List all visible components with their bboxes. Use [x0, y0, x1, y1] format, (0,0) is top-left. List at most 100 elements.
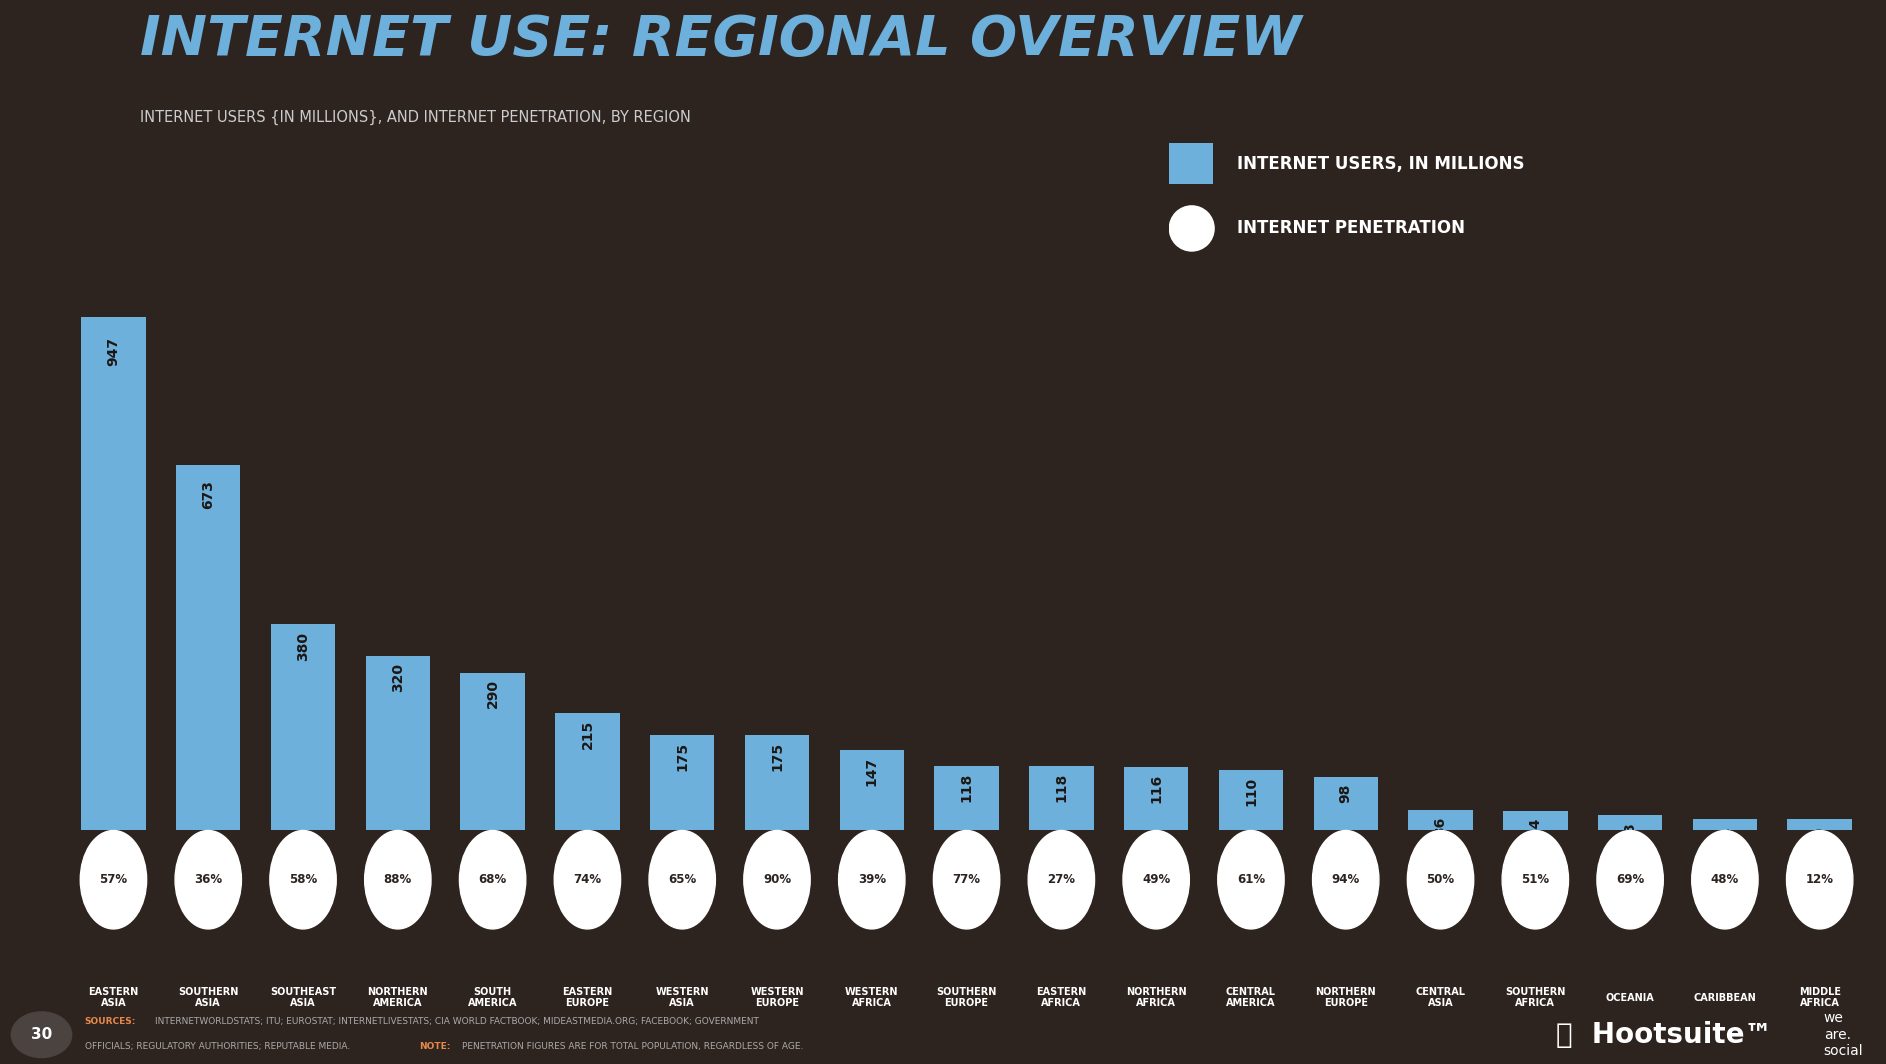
Ellipse shape — [1501, 831, 1569, 929]
Ellipse shape — [554, 831, 620, 929]
Text: EASTERN
EUROPE: EASTERN EUROPE — [562, 987, 613, 1009]
Text: 673: 673 — [202, 480, 215, 509]
Text: 65%: 65% — [668, 874, 696, 886]
Bar — [1169, 143, 1213, 184]
Text: 36: 36 — [1433, 817, 1448, 836]
Bar — [1313, 777, 1379, 830]
Bar — [1409, 811, 1473, 830]
Text: JAN
2018: JAN 2018 — [11, 39, 111, 104]
Text: EASTERN
ASIA: EASTERN ASIA — [89, 987, 138, 1009]
Text: 380: 380 — [296, 632, 309, 661]
Bar — [1218, 770, 1282, 830]
Bar — [1597, 815, 1662, 830]
Text: 175: 175 — [675, 742, 688, 770]
Text: NORTHERN
AMERICA: NORTHERN AMERICA — [368, 987, 428, 1009]
Ellipse shape — [743, 831, 811, 929]
Text: 61%: 61% — [1237, 874, 1266, 886]
Text: 20: 20 — [1812, 826, 1828, 845]
Text: EASTERN
AFRICA: EASTERN AFRICA — [1035, 987, 1086, 1009]
Bar — [745, 735, 809, 830]
Ellipse shape — [364, 831, 432, 929]
Text: INTERNET USERS, IN MILLIONS: INTERNET USERS, IN MILLIONS — [1237, 154, 1524, 172]
Text: 320: 320 — [390, 663, 405, 693]
Text: SOUTH
AMERICA: SOUTH AMERICA — [468, 987, 517, 1009]
Bar — [839, 750, 903, 830]
Text: NOTE:: NOTE: — [419, 1042, 451, 1051]
Text: PENETRATION FIGURES ARE FOR TOTAL POPULATION, REGARDLESS OF AGE.: PENETRATION FIGURES ARE FOR TOTAL POPULA… — [462, 1042, 803, 1051]
Bar — [1030, 766, 1094, 830]
Bar — [1124, 767, 1188, 830]
Text: 118: 118 — [960, 772, 973, 801]
Ellipse shape — [81, 831, 147, 929]
Text: 118: 118 — [1054, 772, 1067, 801]
Text: 90%: 90% — [764, 874, 790, 886]
Text: 12%: 12% — [1805, 874, 1833, 886]
Text: 48%: 48% — [1711, 874, 1739, 886]
Text: OFFICIALS; REGULATORY AUTHORITIES; REPUTABLE MEDIA.: OFFICIALS; REGULATORY AUTHORITIES; REPUT… — [85, 1042, 356, 1051]
Text: 27%: 27% — [1047, 874, 1075, 886]
Bar — [460, 672, 524, 830]
Text: are.: are. — [1824, 1028, 1850, 1042]
Text: 🦉  Hootsuite™: 🦉 Hootsuite™ — [1556, 1020, 1773, 1049]
Bar — [934, 766, 1000, 830]
Text: 30: 30 — [30, 1027, 53, 1043]
Text: 175: 175 — [769, 742, 785, 770]
Bar — [81, 316, 145, 830]
Bar — [1503, 812, 1567, 830]
Bar — [651, 735, 715, 830]
Ellipse shape — [934, 831, 1000, 929]
Text: we: we — [1824, 1012, 1845, 1026]
Text: 77%: 77% — [952, 874, 981, 886]
Text: INTERNETWORLDSTATS; ITU; EUROSTAT; INTERNETLIVESTATS; CIA WORLD FACTBOOK; MIDEAS: INTERNETWORLDSTATS; ITU; EUROSTAT; INTER… — [155, 1017, 758, 1027]
Text: 51%: 51% — [1522, 874, 1550, 886]
Text: SOURCES:: SOURCES: — [85, 1017, 136, 1027]
Text: 39%: 39% — [858, 874, 886, 886]
Text: 34: 34 — [1528, 818, 1543, 837]
Text: SOUTHERN
AFRICA: SOUTHERN AFRICA — [1505, 987, 1565, 1009]
Bar — [272, 624, 336, 830]
Ellipse shape — [649, 831, 715, 929]
Text: social: social — [1824, 1044, 1863, 1058]
Text: CENTRAL
AMERICA: CENTRAL AMERICA — [1226, 987, 1277, 1009]
Text: CENTRAL
ASIA: CENTRAL ASIA — [1416, 987, 1465, 1009]
Bar — [366, 656, 430, 830]
Text: 49%: 49% — [1143, 874, 1171, 886]
Ellipse shape — [1597, 831, 1663, 929]
Text: 57%: 57% — [100, 874, 128, 886]
Bar — [175, 465, 241, 830]
Bar — [1788, 819, 1852, 830]
Ellipse shape — [1786, 831, 1852, 929]
Text: 94%: 94% — [1332, 874, 1360, 886]
Text: WESTERN
EUROPE: WESTERN EUROPE — [751, 987, 803, 1009]
Ellipse shape — [175, 831, 241, 929]
Text: 110: 110 — [1245, 777, 1258, 805]
Text: 68%: 68% — [479, 874, 507, 886]
Ellipse shape — [1122, 831, 1190, 929]
Ellipse shape — [11, 1012, 72, 1058]
Text: 947: 947 — [106, 337, 121, 366]
Text: SOUTHEAST
ASIA: SOUTHEAST ASIA — [270, 987, 336, 1009]
Text: 50%: 50% — [1426, 874, 1454, 886]
Text: SOUTHERN
ASIA: SOUTHERN ASIA — [177, 987, 238, 1009]
Ellipse shape — [1313, 831, 1379, 929]
Text: 290: 290 — [485, 679, 500, 709]
Text: 88%: 88% — [383, 874, 411, 886]
Ellipse shape — [1028, 831, 1094, 929]
Ellipse shape — [1169, 205, 1215, 252]
Bar — [554, 713, 620, 830]
Ellipse shape — [1218, 831, 1284, 929]
Text: 28: 28 — [1624, 821, 1637, 841]
Text: WESTERN
ASIA: WESTERN ASIA — [656, 987, 709, 1009]
Ellipse shape — [1407, 831, 1473, 929]
Ellipse shape — [270, 831, 336, 929]
Text: SOUTHERN
EUROPE: SOUTHERN EUROPE — [935, 987, 998, 1009]
Ellipse shape — [460, 831, 526, 929]
Text: 36%: 36% — [194, 874, 223, 886]
Text: 116: 116 — [1149, 774, 1164, 802]
Text: 58%: 58% — [289, 874, 317, 886]
Text: CARIBBEAN: CARIBBEAN — [1694, 993, 1756, 1002]
Text: NORTHERN
EUROPE: NORTHERN EUROPE — [1315, 987, 1377, 1009]
Text: 98: 98 — [1339, 783, 1352, 802]
Ellipse shape — [1692, 831, 1758, 929]
Text: INTERNET USE: REGIONAL OVERVIEW: INTERNET USE: REGIONAL OVERVIEW — [140, 13, 1301, 67]
